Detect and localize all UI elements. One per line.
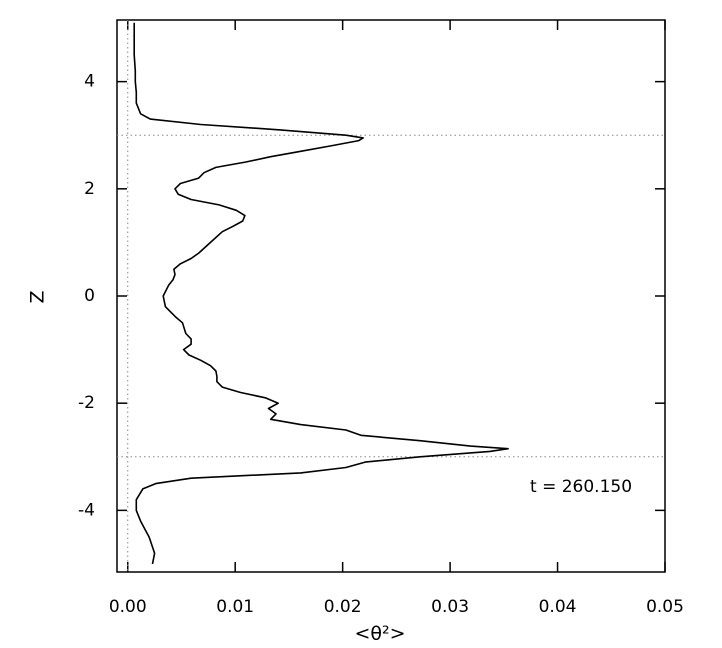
x-tick-label: 0.05 <box>646 597 684 617</box>
annotation: t = 260.150 <box>530 477 632 497</box>
x-axis-title: <θ²> <box>354 623 405 645</box>
x-tick-label: 0.00 <box>109 597 147 617</box>
y-tick-label: -4 <box>78 500 95 520</box>
y-tick-label: 0 <box>84 286 95 306</box>
x-tick-label: 0.04 <box>539 597 577 617</box>
x-tick-label: 0.01 <box>216 597 254 617</box>
y-axis-title: Z <box>27 290 49 303</box>
x-tick-label: 0.02 <box>324 597 362 617</box>
x-tick-label: 0.03 <box>431 597 469 617</box>
profile-line <box>133 22 509 565</box>
y-tick-label: -2 <box>78 393 95 413</box>
y-tick-label: 4 <box>84 72 95 92</box>
y-tick-label: 2 <box>84 179 95 199</box>
